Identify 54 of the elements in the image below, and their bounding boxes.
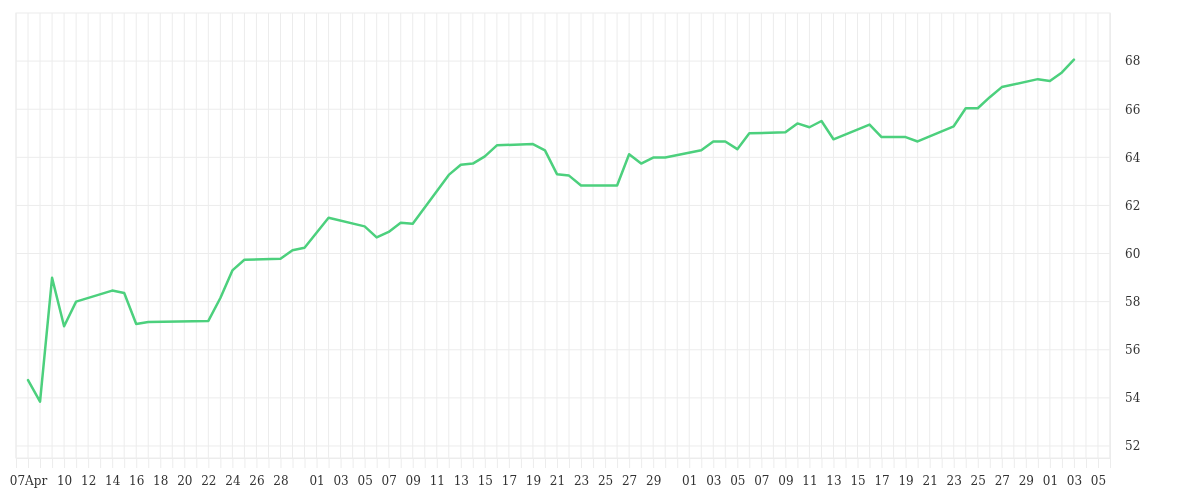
x-tick-label: 15 [850, 473, 866, 488]
x-tick-label: 03 [333, 473, 349, 488]
x-tick-label: 19 [525, 473, 542, 488]
x-tick-label: 03 [1066, 473, 1083, 488]
x-tick-label: 27 [621, 473, 638, 488]
y-tick-label: 68 [1125, 54, 1141, 69]
x-tick-label: 05 [357, 473, 373, 488]
y-tick-label: 60 [1125, 246, 1141, 261]
x-tick-label: 25 [970, 473, 986, 488]
x-tick-label: 01 [682, 473, 698, 488]
y-tick-label: 56 [1125, 343, 1141, 358]
x-tick-label: 16 [129, 473, 145, 488]
x-tick-label: 03 [706, 473, 722, 488]
x-tick-label: 24 [225, 473, 241, 488]
x-tick-label: 17 [874, 473, 890, 488]
x-tick-label: 07 [754, 473, 770, 488]
x-tick-label: 29 [1018, 473, 1034, 488]
y-tick-label: 66 [1125, 102, 1141, 117]
x-tick-label: 05 [730, 473, 746, 488]
y-tick-label: 54 [1125, 391, 1141, 406]
x-tick-label: 09 [405, 473, 421, 488]
x-tick-label: 05 [1090, 473, 1107, 488]
x-tick-label: 11 [429, 473, 445, 488]
x-tick-label: 07 [381, 473, 397, 488]
x-tick-label: 25 [597, 473, 614, 488]
x-tick-label: 28 [273, 473, 289, 488]
y-tick-label: 64 [1125, 150, 1141, 165]
x-tick-label: 18 [153, 473, 169, 488]
x-tick-label: 10 [56, 473, 73, 488]
x-tick-label: 22 [201, 473, 217, 488]
x-tick-label: 19 [898, 473, 914, 488]
x-tick-label: 26 [249, 473, 265, 488]
x-tick-label: 27 [994, 473, 1010, 488]
x-tick-label: 11 [802, 473, 818, 488]
x-tick-label: 23 [573, 473, 590, 488]
x-tick-label: 12 [80, 473, 97, 488]
y-tick-label: 52 [1125, 439, 1141, 454]
x-tick-label: 15 [477, 473, 493, 488]
y-tick-label: 58 [1125, 294, 1141, 309]
x-tick-label: 09 [778, 473, 794, 488]
x-tick-label: 21 [922, 473, 938, 488]
x-tick-label: 20 [177, 473, 193, 488]
x-tick-label: 13 [453, 473, 469, 488]
line-series [26, 58, 1076, 403]
x-tick-label: 14 [105, 473, 121, 488]
x-tick-label: 13 [826, 473, 842, 488]
x-tick-label: 01 [1042, 473, 1059, 488]
x-tick-label: 23 [946, 473, 962, 488]
y-tick-label: 62 [1125, 198, 1141, 213]
x-tick-label: 29 [646, 473, 662, 488]
x-tick-label: 17 [501, 473, 518, 488]
x-tick-label: 07Apr [9, 473, 48, 488]
x-tick-label: 01 [309, 473, 325, 488]
x-tick-label: 21 [549, 473, 566, 488]
